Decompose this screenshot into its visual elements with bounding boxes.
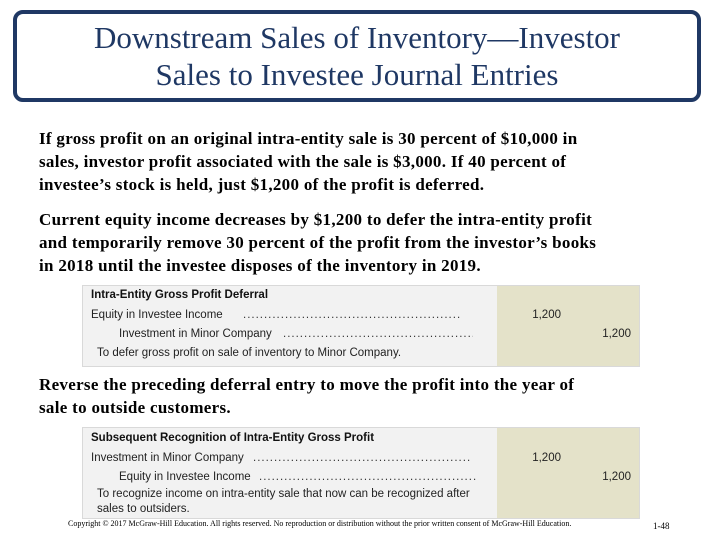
credit-amount: 1,200 — [602, 471, 631, 483]
journal-entry-deferral: Intra-Entity Gross Profit Deferral Equit… — [82, 285, 640, 367]
debit-account: Investment in Minor Company — [91, 452, 244, 464]
leader-dots: ........................................… — [283, 328, 473, 340]
leader-dots: ........................................… — [243, 309, 462, 321]
journal-heading: Intra-Entity Gross Profit Deferral — [91, 289, 269, 301]
credit-account: Equity in Investee Income — [119, 471, 251, 483]
copyright-notice: Copyright © 2017 McGraw-Hill Education. … — [68, 519, 572, 528]
journal-heading: Subsequent Recognition of Intra-Entity G… — [91, 432, 375, 444]
debit-amount: 1,200 — [532, 309, 561, 321]
paragraph-reverse-deferral: Reverse the preceding deferral entry to … — [39, 373, 689, 419]
debit-amount: 1,200 — [532, 452, 561, 464]
leader-dots: ........................................… — [253, 452, 472, 464]
entry-explanation: To defer gross profit on sale of invento… — [97, 347, 402, 359]
page-number: 1-48 — [653, 521, 670, 531]
paragraph-line: Current equity income decreases by $1,20… — [39, 210, 593, 229]
credit-account: Investment in Minor Company — [119, 328, 272, 340]
slide-title: Downstream Sales of Inventory—Investor S… — [13, 10, 701, 102]
debit-account: Equity in Investee Income — [91, 309, 223, 321]
paragraph-line: in 2018 until the investee disposes of t… — [39, 256, 481, 275]
paragraph-line: sale to outside customers. — [39, 398, 231, 417]
leader-dots: ........................................… — [259, 471, 478, 483]
credit-amount: 1,200 — [602, 328, 631, 340]
paragraph-line: Reverse the preceding deferral entry to … — [39, 375, 575, 394]
amount-column-shade — [497, 286, 639, 366]
paragraph-line: investee’s stock is held, just $1,200 of… — [39, 175, 485, 194]
amount-column-shade — [497, 428, 639, 518]
title-line-1: Downstream Sales of Inventory—Investor — [93, 20, 621, 55]
paragraph-line: sales, investor profit associated with t… — [39, 152, 567, 171]
paragraph-gross-profit: If gross profit on an original intra-ent… — [39, 127, 689, 196]
entry-explanation-line-1: To recognize income on intra-entity sale… — [97, 488, 470, 500]
paragraph-line: If gross profit on an original intra-ent… — [39, 129, 578, 148]
paragraph-equity-income: Current equity income decreases by $1,20… — [39, 208, 689, 277]
journal-entry-recognition: Subsequent Recognition of Intra-Entity G… — [82, 427, 640, 519]
entry-explanation-line-2: sales to outsiders. — [97, 503, 190, 515]
title-line-2: Sales to Investee Journal Entries — [155, 57, 559, 92]
paragraph-line: and temporarily remove 30 percent of the… — [39, 233, 597, 252]
